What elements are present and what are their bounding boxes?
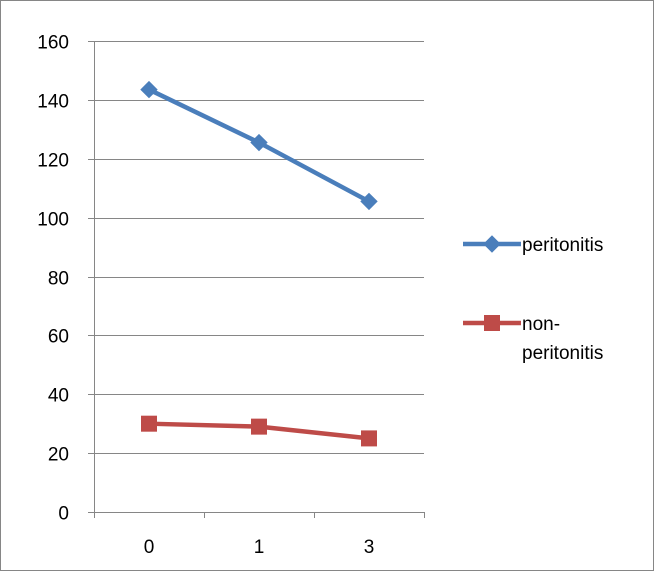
legend-label: peritonitis xyxy=(522,235,603,256)
x-tick-labels: 0 1 3 xyxy=(144,537,375,558)
square-marker xyxy=(141,415,157,432)
y-tick-label: 20 xyxy=(48,445,69,466)
y-tick-label: 140 xyxy=(37,92,69,113)
legend-diamond-marker xyxy=(483,235,501,253)
legend-item-non-peritonitis: non-peritonitis xyxy=(463,314,603,364)
y-tick-label: 80 xyxy=(48,269,69,290)
y-tick-label: 0 xyxy=(58,504,69,525)
x-tick-label: 3 xyxy=(364,537,375,558)
legend-square-marker xyxy=(484,315,500,331)
diamond-marker xyxy=(250,133,268,152)
y-tick-label: 100 xyxy=(37,210,69,231)
y-tick-label: 40 xyxy=(48,386,69,407)
legend-item-peritonitis: peritonitis xyxy=(463,235,603,256)
y-tick-label: 120 xyxy=(37,151,69,172)
diamond-marker xyxy=(360,192,378,211)
y-tick-labels: 0 20 40 60 80 100 120 140 160 xyxy=(37,33,69,525)
series-peritonitis xyxy=(140,80,378,211)
legend-label: non-peritonitis xyxy=(522,314,603,364)
square-marker xyxy=(251,418,267,435)
y-tick-label: 160 xyxy=(37,33,69,54)
diamond-marker xyxy=(140,80,158,99)
gridlines xyxy=(94,41,424,454)
y-tick-label: 60 xyxy=(48,327,69,348)
axes xyxy=(88,41,425,518)
x-tick-label: 1 xyxy=(254,537,265,558)
series xyxy=(140,80,378,447)
series-non-peritonitis xyxy=(141,415,377,447)
x-tick-label: 0 xyxy=(144,537,155,558)
legend: peritonitis non-peritonitis xyxy=(463,235,603,364)
square-marker xyxy=(361,430,377,447)
